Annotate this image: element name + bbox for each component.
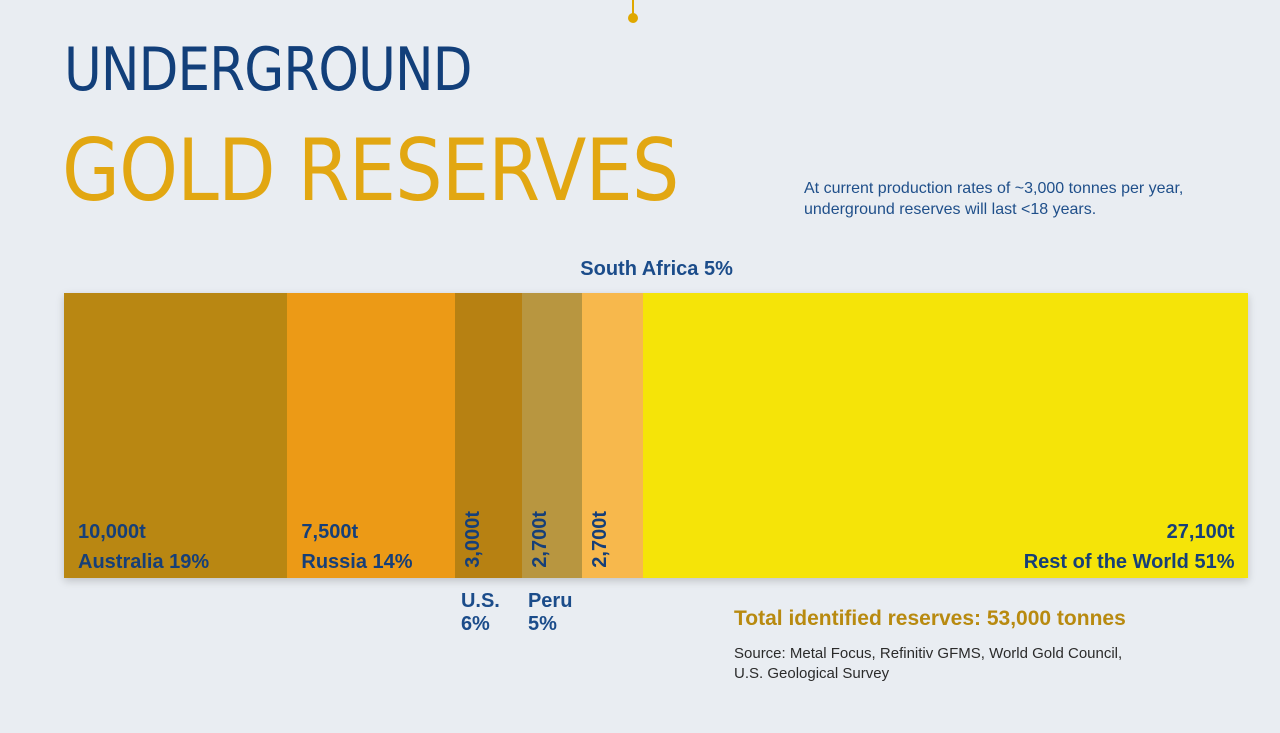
value-label-south-africa: 2,700t (589, 511, 612, 568)
bar-segment-australia: 10,000t Australia 19% (64, 293, 288, 578)
total-reserves-label: Total identified reserves: 53,000 tonnes (734, 607, 1126, 630)
value-label-russia: 7,500t (301, 521, 359, 543)
category-label-australia: Australia 19% (78, 551, 210, 573)
subtitle: At current production rates of ~3,000 to… (804, 180, 1184, 218)
external-label-peru: Peru 5% (528, 590, 572, 636)
bar-segment-peru: 2,700t (521, 293, 583, 578)
top-connector-dot (628, 13, 638, 23)
title-line-1: UNDERGROUND (64, 35, 473, 105)
external-label-u-s: U.S. 6% (461, 590, 500, 636)
top-connector-line (632, 0, 634, 16)
category-label-south-africa: South Africa 5% (580, 258, 733, 280)
percent-label-peru: 5% (527, 613, 557, 635)
value-label-peru: 2,700t (528, 511, 551, 568)
bar-segment-rest-of-the-world: 27,100t Rest of the World 51% (642, 293, 1249, 578)
bar-segment-south-africa: 2,700t (582, 293, 644, 578)
value-label-australia: 10,000t (78, 521, 146, 543)
percent-label-u-s: 6% (460, 613, 490, 635)
category-label-u-s: U.S. (460, 590, 500, 612)
bar-segment-u-s: 3,000t (454, 293, 523, 578)
category-label-rest-of-the-world: Rest of the World 51% (1023, 551, 1235, 573)
title-line-2: GOLD RESERVES (62, 121, 679, 221)
value-label-rest-of-the-world: 27,100t (1166, 521, 1235, 543)
category-label-russia: Russia 14% (301, 551, 413, 573)
stacked-bar-chart: 10,000t Australia 19% 7,500t Russia 14% 3,00… (64, 293, 1249, 578)
value-label-u-s: 3,000t (461, 511, 484, 568)
source-note: Source: Metal Focus, Refinitiv GFMS, Wor… (734, 645, 1123, 682)
category-label-peru: Peru (527, 590, 573, 612)
bar-segment-russia: 7,500t Russia 14% (287, 293, 456, 578)
